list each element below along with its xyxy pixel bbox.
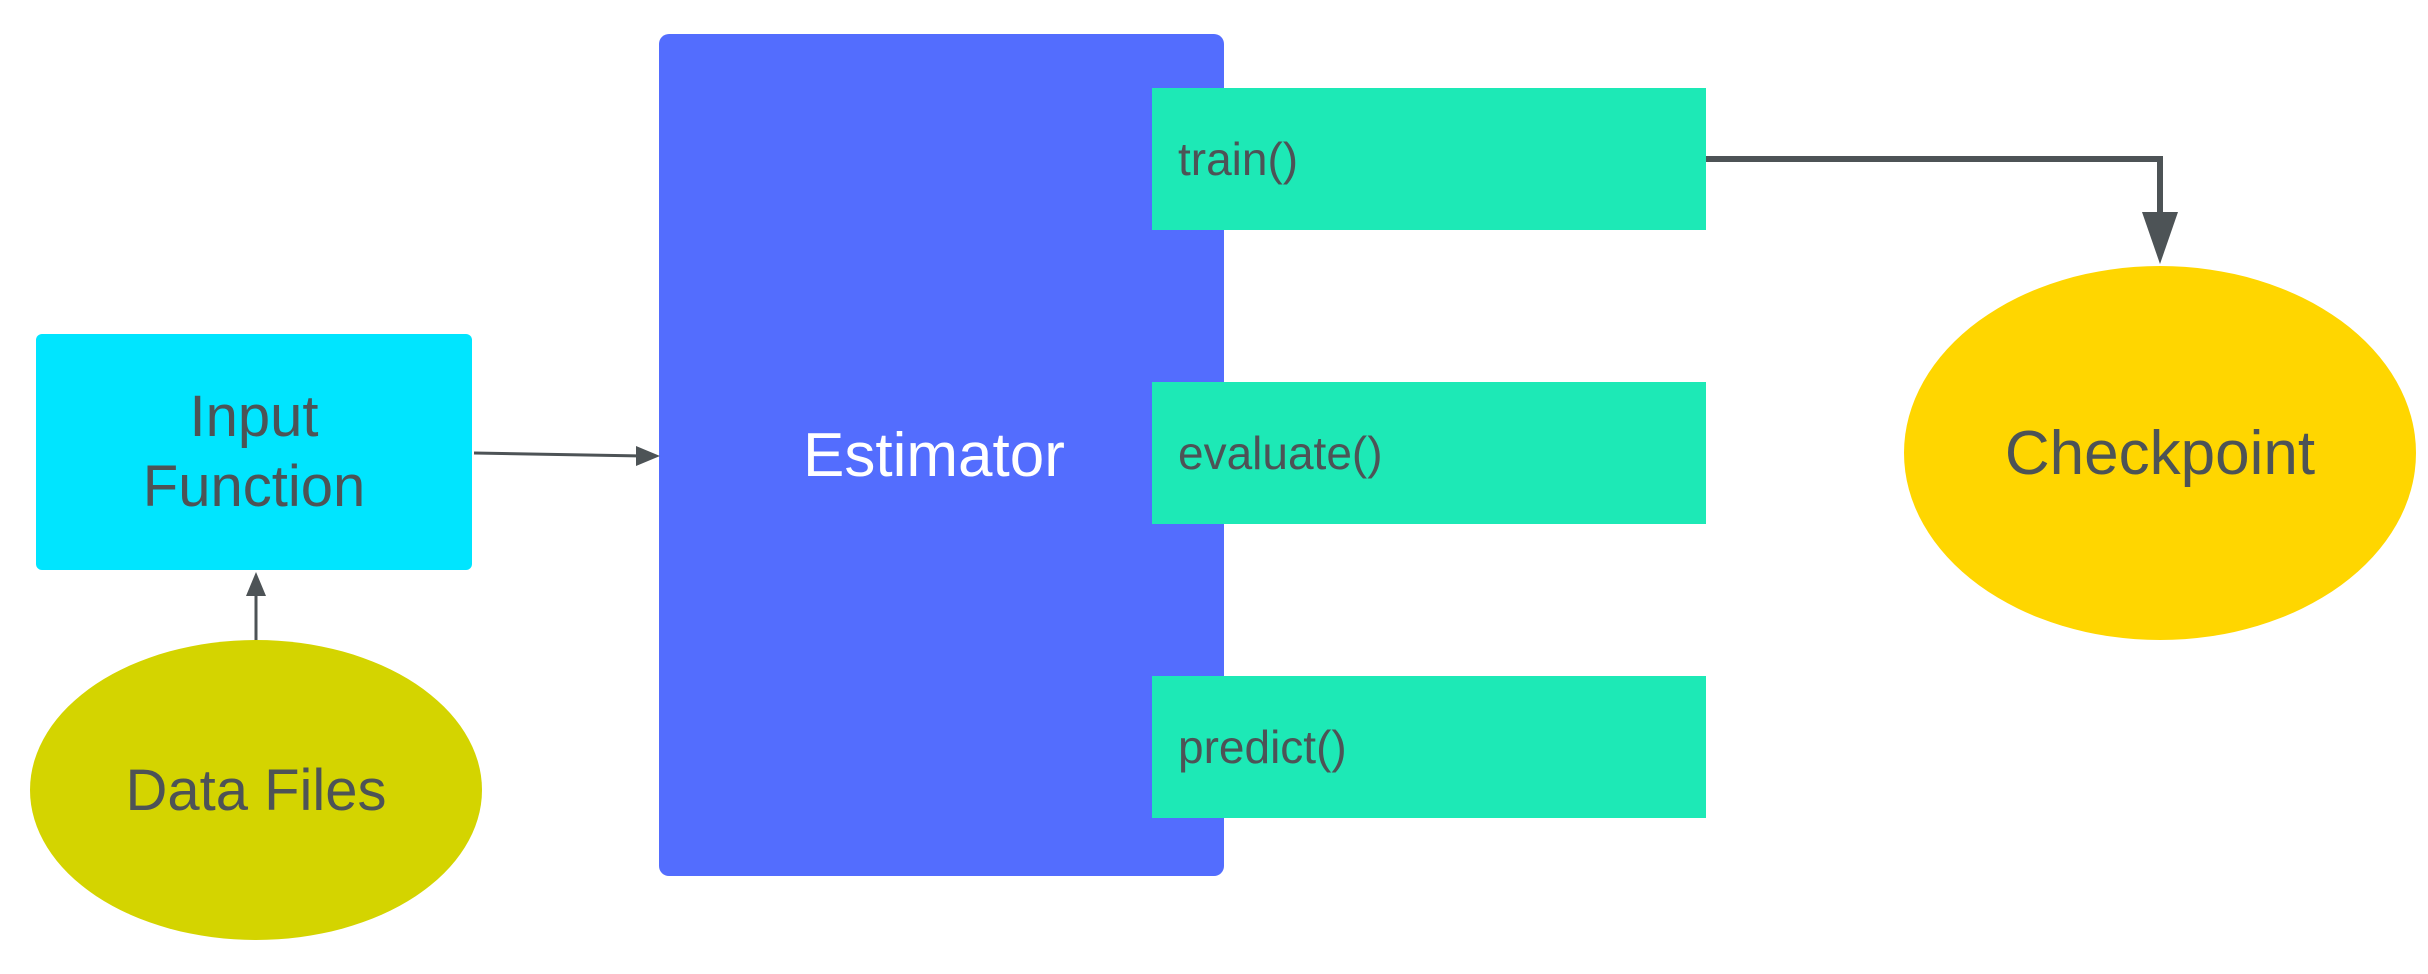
input-function-label: Input Function: [142, 384, 366, 519]
arrow-input-to-estimator: [473, 446, 660, 466]
method-train-label: train(): [1178, 133, 1299, 185]
estimator-label: Estimator: [803, 420, 1065, 490]
method-evaluate-label: evaluate(): [1178, 427, 1383, 479]
data-files-node: Data Files: [30, 640, 482, 940]
checkpoint-label: Checkpoint: [2004, 418, 2316, 488]
method-predict-label: predict(): [1178, 721, 1347, 773]
input-function-node: Input Function: [36, 334, 472, 570]
method-predict: predict(): [1152, 676, 1706, 818]
estimator-node: Estimator: [659, 34, 1224, 876]
arrow-data-to-input: [246, 572, 266, 640]
checkpoint-node: Checkpoint: [1904, 266, 2416, 640]
arrow-train-to-checkpoint: [1706, 156, 2178, 264]
method-evaluate: evaluate(): [1152, 382, 1706, 524]
method-train: train(): [1152, 88, 1706, 230]
data-files-label: Data Files: [125, 757, 387, 823]
